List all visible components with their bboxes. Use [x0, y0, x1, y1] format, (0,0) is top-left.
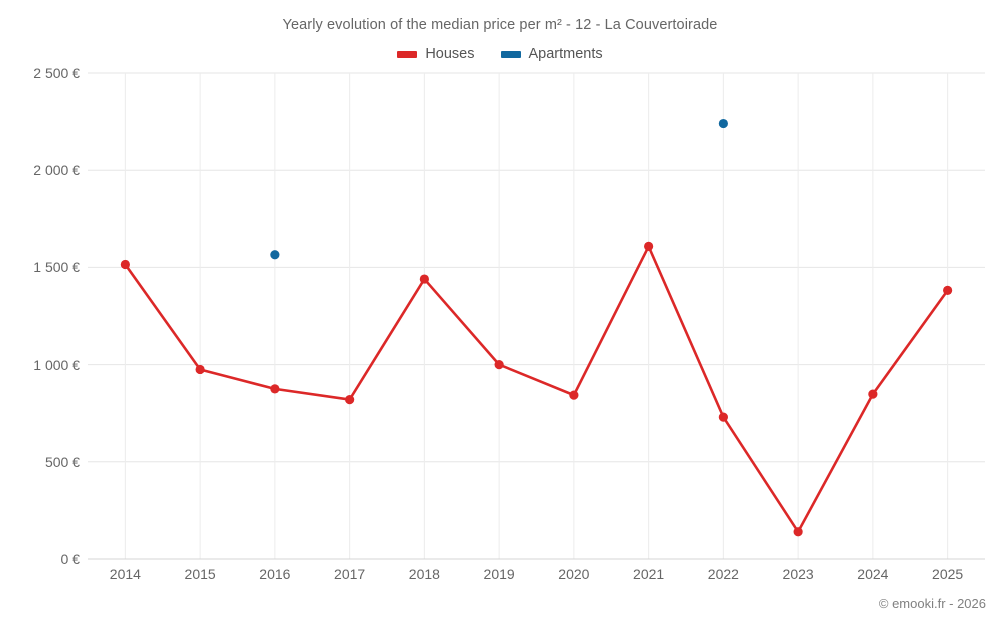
x-axis-labels: 2014 2015 2016 2017 2018 2019 2020 2021 2022 2023… — [88, 566, 985, 590]
legend-label-houses: Houses — [425, 46, 475, 62]
x-tick-label: 2016 — [259, 566, 291, 582]
x-tick-label: 2014 — [109, 566, 141, 582]
series-line-houses — [124, 245, 949, 534]
data-point-houses-2024[interactable] — [868, 389, 878, 399]
plot-svg — [88, 72, 985, 560]
data-point-houses-2018[interactable] — [419, 274, 429, 284]
data-point-houses-2017[interactable] — [345, 394, 355, 405]
y-tick-label: 2 500 € — [33, 65, 80, 81]
y-tick-label: 1 000 € — [33, 356, 80, 373]
data-point-houses-2020[interactable] — [569, 390, 579, 400]
data-point-houses-2014[interactable] — [120, 259, 130, 270]
copyright-credit: © emooki.fr - 2026 — [878, 596, 986, 611]
data-point-houses-2021[interactable] — [644, 241, 654, 252]
data-point-houses-2022[interactable] — [718, 412, 728, 422]
data-point-apartments-2016[interactable] — [270, 250, 280, 260]
page-title: Yearly evolution of the median price per… — [282, 17, 718, 33]
legend-swatch-apartments — [500, 50, 521, 58]
x-tick-label: 2022 — [707, 566, 739, 582]
data-point-houses-2016[interactable] — [270, 384, 280, 394]
y-tick-label: 2 000 € — [33, 162, 80, 179]
x-tick-label: 2025 — [932, 566, 964, 582]
x-tick-label: 2023 — [782, 566, 814, 582]
data-point-houses-2025[interactable] — [943, 285, 953, 295]
x-tick-label: 2019 — [483, 566, 515, 582]
x-tick-label: 2020 — [558, 566, 590, 582]
x-tick-label: 2017 — [334, 566, 366, 582]
legend-label-apartments: Apartments — [528, 46, 603, 62]
legend-item-houses[interactable]: Houses — [397, 46, 475, 62]
data-point-apartments-2022[interactable] — [718, 118, 728, 129]
data-point-houses-2019[interactable] — [494, 360, 504, 370]
y-tick-label: 500 € — [44, 453, 80, 470]
x-tick-label: 2021 — [633, 566, 665, 582]
legend-item-apartments[interactable]: Apartments — [500, 46, 603, 62]
chart-legend: Houses Apartments — [0, 46, 1000, 62]
y-tick-label: 1 500 € — [33, 259, 80, 276]
legend-swatch-houses — [397, 50, 418, 58]
data-point-houses-2023[interactable] — [793, 527, 803, 537]
x-tick-label: 2015 — [184, 566, 216, 582]
y-axis-labels: 0 € 500 € 1 000 € 1 500 € 2 000 € 2 500 € — [0, 65, 80, 567]
x-tick-label: 2024 — [857, 566, 889, 582]
plot-area — [88, 72, 985, 560]
data-point-houses-2015[interactable] — [195, 364, 205, 375]
x-tick-label: 2018 — [408, 566, 440, 582]
y-tick-label: 0 € — [60, 551, 80, 567]
